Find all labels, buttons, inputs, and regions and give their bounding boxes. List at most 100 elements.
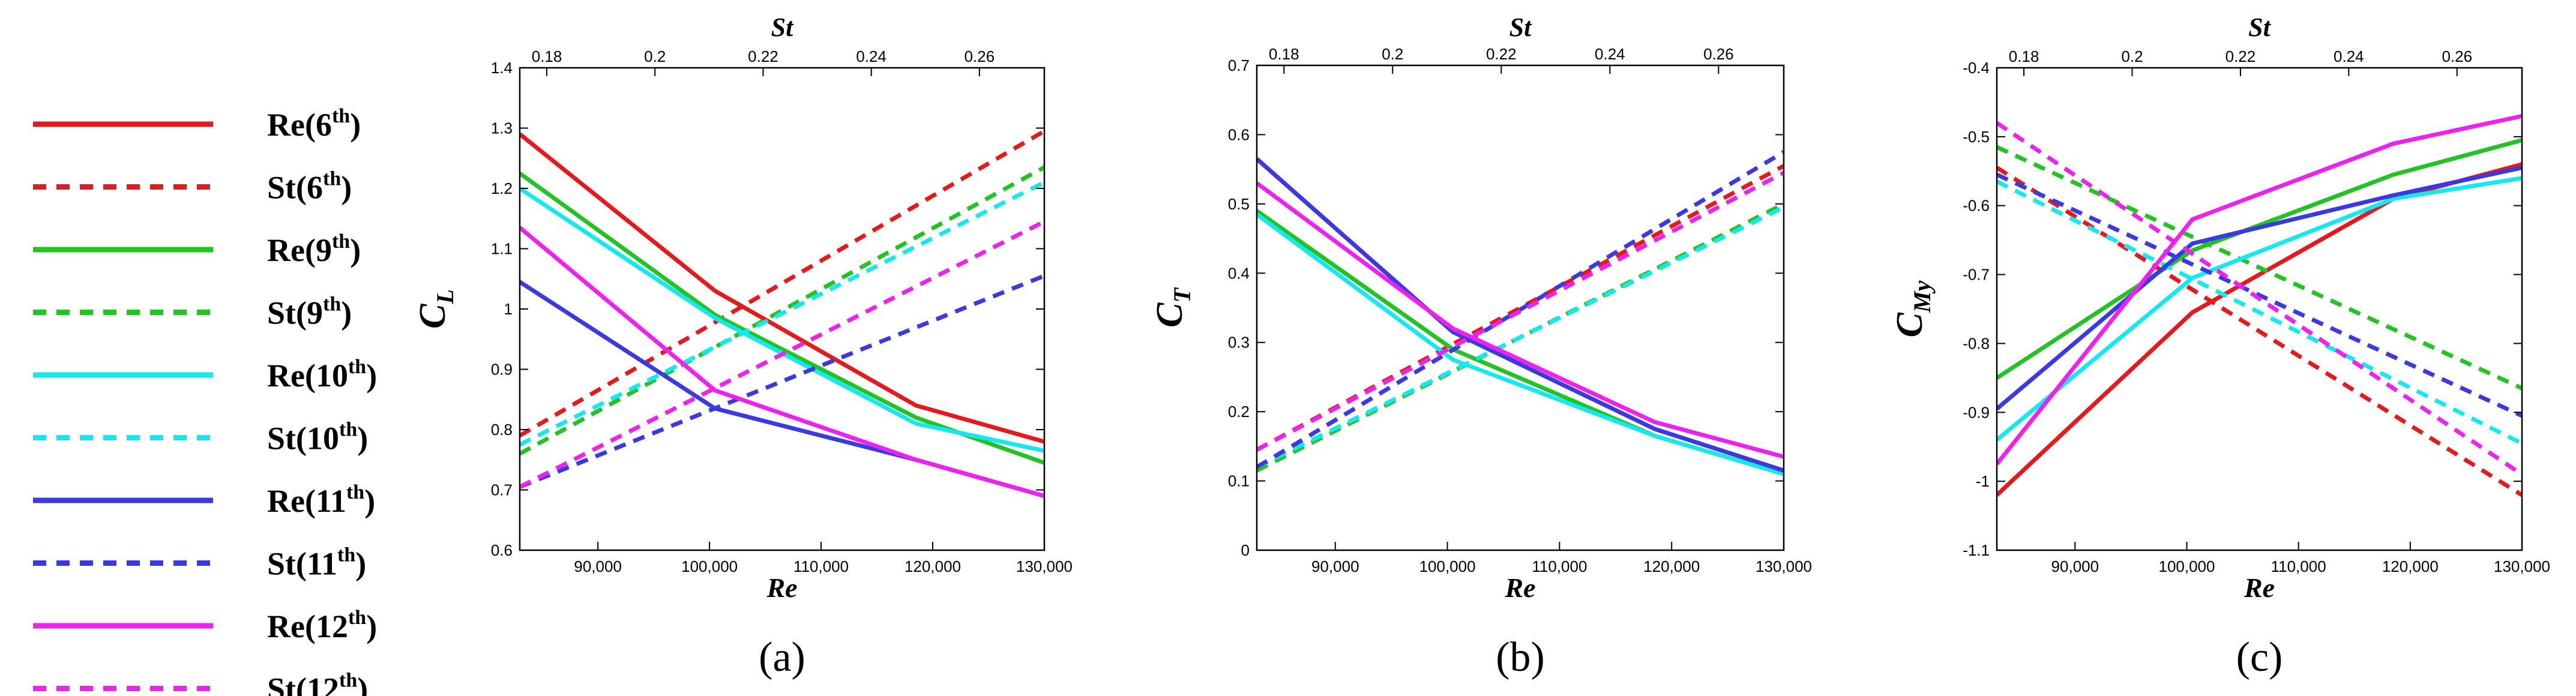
series-line-re10th (520, 187, 1044, 453)
series-line-st12th (1257, 170, 1784, 452)
y-tick-label: -0.5 (1963, 128, 1990, 146)
y-tick-label: 0.7 (491, 481, 513, 499)
x-tick-label: 100,000 (1419, 557, 1476, 575)
y-tick-label: 0.3 (1228, 334, 1250, 352)
series-line-re9th (520, 172, 1044, 465)
series-line-re6th (520, 132, 1044, 444)
top-axis-title: St (2248, 13, 2271, 42)
x-tick-label: 90,000 (2051, 557, 2099, 575)
series-line-re10th (1257, 212, 1784, 476)
panel-label: (c) (2236, 634, 2283, 680)
series-line-st9th (520, 165, 1044, 456)
top-tick-label: 0.22 (2225, 47, 2256, 65)
series-group (1257, 150, 1784, 476)
legend-item: St(10th) (33, 419, 368, 457)
series-line-st10th (1257, 205, 1784, 469)
y-tick-label: 0.8 (491, 421, 513, 439)
series-line-re11th (1257, 157, 1784, 473)
y-tick-label: -0.8 (1963, 334, 1990, 352)
y-tick-label: 1.4 (491, 59, 513, 77)
y-axis-title: CT (1149, 287, 1196, 328)
y-axis-title: CMy (1889, 280, 1936, 337)
series-line-st10th (520, 180, 1044, 447)
legend-item: Re(11th) (33, 481, 375, 519)
top-tick-label: 0.26 (1703, 45, 1734, 63)
series-line-re10th (1997, 176, 2522, 442)
series-line-re12th (1997, 113, 2522, 466)
panel-c: -1.1 -1 -0.9 -0.8 -0.7 -0.6 -0.5 -0.4 90,000 100,… (1889, 13, 2550, 680)
top-tick-label: 0.24 (856, 47, 886, 65)
x-tick-label: 130,000 (2494, 557, 2550, 575)
y-tick-label: 0.9 (491, 361, 513, 379)
bottom-axis-title: Re (2243, 572, 2275, 603)
panel-label: (b) (1496, 634, 1545, 680)
y-tick-label: 0.6 (491, 541, 513, 559)
legend-label: St(12th) (267, 670, 368, 696)
x-tick-label: 120,000 (1643, 557, 1700, 575)
series-line-re9th (1997, 138, 2522, 380)
series-line-st6th (520, 129, 1044, 438)
y-tick-label: -0.4 (1963, 59, 1990, 77)
y-tick-label: 0.5 (1228, 195, 1250, 213)
y-tick-label: -0.7 (1963, 266, 1990, 284)
legend-item: St(12th) (33, 670, 368, 696)
x-tick-label: 110,000 (2271, 557, 2326, 575)
plot-frame (1256, 64, 1785, 551)
series-line-re12th (1257, 181, 1784, 459)
top-tick-label: 0.26 (964, 47, 995, 65)
y-tick-label: -1.1 (1963, 541, 1990, 559)
panel-a: 0.6 0.7 0.8 0.9 1 1.1 1.2 1.3 1.4 90,000 100,000 11… (412, 13, 1073, 680)
x-tick-label: 110,000 (793, 557, 849, 575)
legend-label: St(11th) (267, 544, 366, 582)
x-tick-label: 120,000 (904, 557, 961, 575)
top-tick-label: 0.18 (532, 47, 562, 65)
series-group (1997, 113, 2522, 497)
series-line-st12th (1997, 121, 2522, 476)
y-tick-label: 0.1 (1228, 472, 1250, 490)
legend-label: St(9th) (267, 293, 352, 331)
x-tick-label: 90,000 (574, 557, 622, 575)
top-tick-label: 0.18 (1269, 45, 1299, 63)
x-tick-label: 130,000 (1756, 557, 1812, 575)
top-tick-label: 0.2 (644, 47, 666, 65)
legend-label: Re(6th) (267, 105, 361, 143)
series-line-st11th (1257, 150, 1784, 469)
legend-item: St(9th) (33, 293, 352, 331)
series-line-re6th (1257, 157, 1784, 473)
x-tick-label: 90,000 (1311, 557, 1359, 575)
panel-b: 0 0.1 0.2 0.3 0.4 0.5 0.6 0.7 90,000 100,000 110,0… (1149, 13, 1812, 680)
legend-label: Re(12th) (267, 607, 377, 644)
top-axis-title: St (771, 13, 794, 42)
series-group (520, 129, 1044, 498)
y-tick-label: 0.7 (1228, 56, 1250, 74)
legend-label: Re(10th) (267, 356, 377, 394)
legend-item: Re(12th) (33, 607, 377, 644)
y-tick-label: -1 (1976, 472, 1990, 490)
plot-frame (1996, 67, 2523, 551)
y-tick-label: -0.6 (1963, 197, 1990, 215)
y-tick-label: 0.2 (1228, 403, 1250, 421)
top-tick-label: 0.22 (748, 47, 778, 65)
panel-label: (a) (759, 634, 805, 680)
series-line-st12th (520, 220, 1044, 489)
legend-label: Re(11th) (267, 481, 375, 519)
top-tick-label: 0.18 (2009, 47, 2039, 65)
y-tick-label: 1 (504, 300, 513, 318)
series-line-st11th (520, 274, 1044, 489)
y-tick-label: 0.6 (1228, 125, 1250, 143)
legend-label: Re(9th) (267, 230, 361, 268)
y-tick-label: 1.2 (491, 179, 513, 197)
y-tick-label: 1.1 (491, 240, 513, 258)
legend-item: Re(6th) (33, 105, 361, 143)
bottom-axis-title: Re (766, 572, 797, 603)
y-tick-label: 0 (1241, 541, 1250, 559)
x-tick-label: 100,000 (2158, 557, 2215, 575)
x-tick-label: 110,000 (1532, 557, 1587, 575)
y-tick-label: -0.9 (1963, 403, 1990, 421)
legend-item: St(6th) (33, 168, 352, 206)
top-tick-label: 0.2 (1382, 45, 1403, 63)
x-tick-label: 120,000 (2382, 557, 2439, 575)
top-tick-label: 0.26 (2442, 47, 2472, 65)
bottom-axis-title: Re (1504, 572, 1535, 603)
